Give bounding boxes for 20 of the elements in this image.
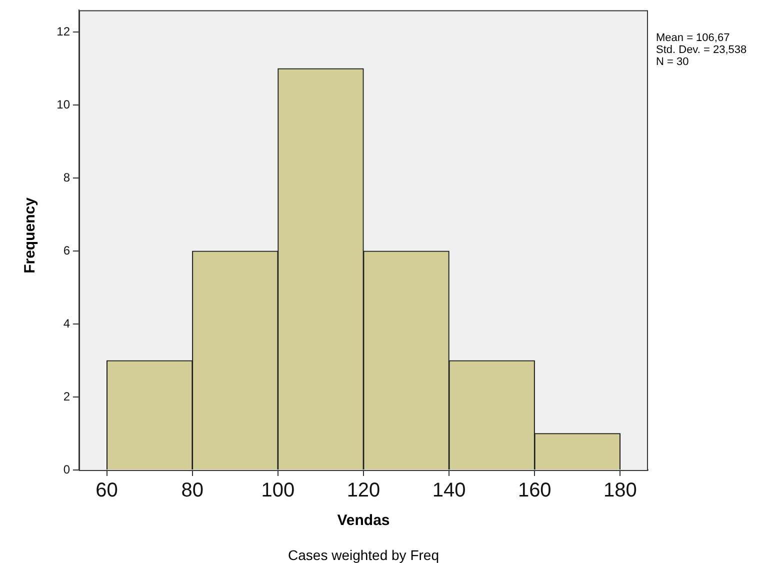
y-axis-title: Frequency — [22, 197, 39, 273]
x-tick-label: 180 — [604, 480, 637, 502]
y-tick-label: 0 — [63, 462, 70, 476]
y-tick-label: 6 — [63, 243, 70, 258]
x-tick-label: 60 — [96, 480, 118, 502]
text: Mean = 106,67 — [656, 32, 731, 44]
x-tick-label: 140 — [432, 480, 466, 502]
y-tick-label: 10 — [56, 97, 70, 112]
x-tick-label: 120 — [346, 480, 380, 502]
y-tick-label: 8 — [63, 170, 70, 184]
text: Cases weighted by Freq — [287, 547, 440, 563]
x-tick-label: 100 — [261, 480, 295, 502]
text: Std. Dev. = 23,538 — [656, 44, 747, 56]
text: N = 30 — [656, 56, 690, 68]
x-tick-label: 160 — [518, 480, 552, 502]
y-tick-label: 12 — [56, 24, 70, 38]
x-tick-label: 80 — [181, 480, 204, 502]
x-axis-title: Vendas — [336, 512, 391, 529]
y-tick-label: 2 — [63, 389, 70, 404]
y-tick-label: 4 — [63, 316, 70, 330]
